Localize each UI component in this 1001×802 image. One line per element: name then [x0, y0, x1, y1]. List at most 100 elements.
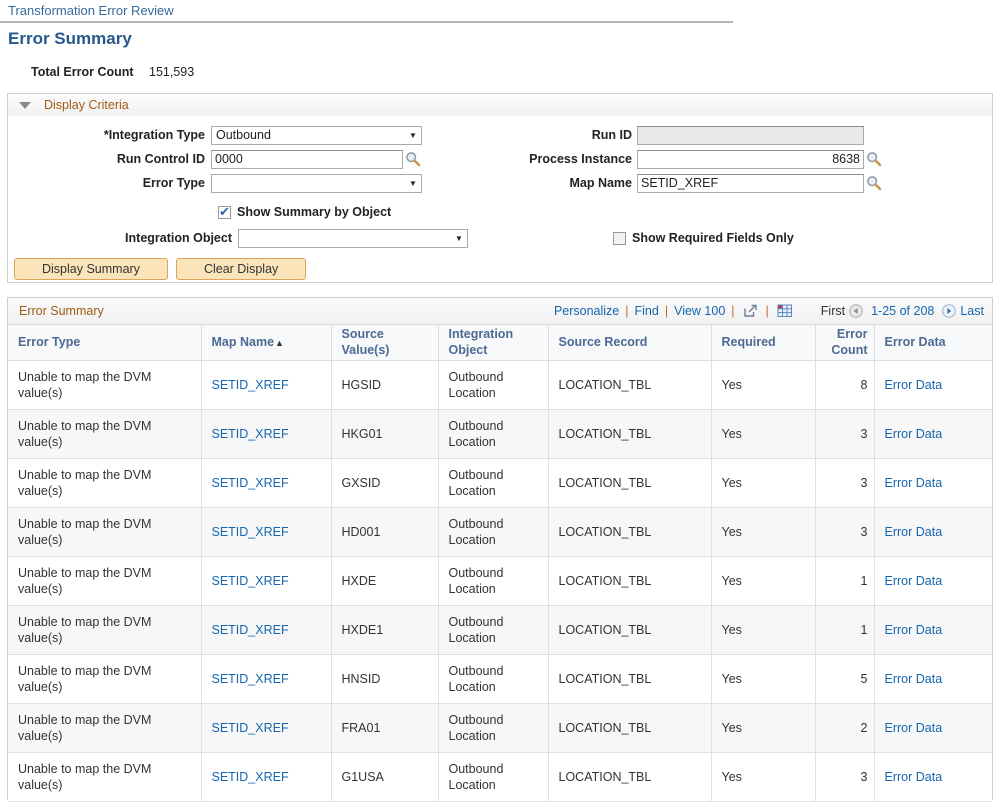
table-row: Unable to map the DVM value(s) SETID_XRE…	[8, 703, 992, 754]
cell-error-count: 1	[814, 605, 875, 656]
cell-source-record: LOCATION_TBL	[547, 360, 712, 411]
error-data-link[interactable]: Error Data	[884, 574, 943, 589]
cell-error-count: 3	[814, 458, 875, 509]
cell-source-value: HXDE	[330, 556, 439, 607]
map-name-link[interactable]: SETID_XREF	[211, 721, 289, 736]
show-required-checkbox[interactable]	[613, 231, 626, 245]
cell-integration-object: Outbound Location	[437, 409, 549, 460]
map-name-link[interactable]: SETID_XREF	[211, 378, 289, 393]
show-summary-checkbox[interactable]	[218, 204, 231, 220]
col-source-values: Source Value(s)	[330, 325, 439, 362]
map-name-link[interactable]: SETID_XREF	[211, 623, 289, 638]
error-data-link[interactable]: Error Data	[884, 476, 943, 491]
cell-integration-object: Outbound Location	[437, 703, 549, 754]
total-error-count: Total Error Count 151,593	[31, 65, 194, 79]
col-error-data: Error Data	[873, 325, 992, 362]
pager-next-icon[interactable]	[942, 304, 957, 318]
cell-error-type: Unable to map the DVM value(s)	[8, 654, 202, 705]
process-instance-field[interactable]	[637, 149, 864, 169]
integration-type-value: Outbound	[216, 128, 271, 142]
col-source-record: Source Record	[547, 325, 712, 362]
cell-required: Yes	[710, 360, 816, 411]
cell-error-type: Unable to map the DVM value(s)	[8, 507, 202, 558]
cell-required: Yes	[710, 556, 816, 607]
cell-source-value: GXSID	[330, 458, 439, 509]
page-title: Error Summary	[8, 29, 132, 48]
cell-error-type: Unable to map the DVM value(s)	[8, 360, 202, 411]
display-summary-button[interactable]: Display Summary	[14, 258, 168, 280]
pager-previous-icon	[849, 304, 863, 318]
error-data-link[interactable]: Error Data	[884, 525, 943, 540]
cell-source-value: HKG01	[330, 409, 439, 460]
map-name-link[interactable]: SETID_XREF	[211, 427, 289, 442]
process-instance-label: Process Instance	[529, 152, 632, 166]
integration-type-select[interactable]: Outbound ▼	[211, 125, 422, 145]
run-control-id-field[interactable]	[211, 149, 403, 169]
cell-required: Yes	[710, 507, 816, 558]
table-row: Unable to map the DVM value(s) SETID_XRE…	[8, 458, 992, 509]
error-data-link[interactable]: Error Data	[884, 721, 943, 736]
run-control-id-lookup-icon[interactable]	[405, 151, 421, 167]
cell-required: Yes	[710, 703, 816, 754]
col-error-type: Error Type	[8, 325, 202, 362]
table-row: Unable to map the DVM value(s) SETID_XRE…	[8, 360, 992, 411]
cell-source-value: FRA01	[330, 703, 439, 754]
map-name-link[interactable]: SETID_XREF	[211, 574, 289, 589]
cell-source-record: LOCATION_TBL	[547, 409, 712, 460]
cell-source-value: HNSID	[330, 654, 439, 705]
dropdown-arrow-icon: ▼	[409, 178, 417, 188]
cell-error-type: Unable to map the DVM value(s)	[8, 752, 202, 802]
cell-source-record: LOCATION_TBL	[547, 458, 712, 509]
table-row: Unable to map the DVM value(s) SETID_XRE…	[8, 654, 992, 705]
map-name-link[interactable]: SETID_XREF	[211, 525, 289, 540]
cell-error-type: Unable to map the DVM value(s)	[8, 556, 202, 607]
cell-integration-object: Outbound Location	[437, 654, 549, 705]
error-data-link[interactable]: Error Data	[884, 672, 943, 687]
personalize-link[interactable]: Personalize	[553, 304, 620, 318]
error-data-link[interactable]: Error Data	[884, 427, 943, 442]
map-name-link[interactable]: SETID_XREF	[211, 770, 289, 785]
process-instance-lookup-icon[interactable]	[866, 151, 882, 167]
error-data-link[interactable]: Error Data	[884, 770, 943, 785]
show-required-label: Show Required Fields Only	[632, 231, 794, 245]
collapse-triangle-icon[interactable]	[19, 101, 31, 109]
table-row: Unable to map the DVM value(s) SETID_XRE…	[8, 556, 992, 607]
cell-source-value: HD001	[330, 507, 439, 558]
map-name-lookup-icon[interactable]	[866, 175, 882, 191]
pager-range: 1-25 of 208	[871, 304, 935, 318]
download-grid-icon[interactable]	[777, 304, 793, 318]
pager-last-link[interactable]: Last	[960, 304, 984, 318]
display-criteria-header[interactable]: Display Criteria	[8, 94, 992, 116]
error-data-link[interactable]: Error Data	[884, 378, 943, 393]
view-100-link[interactable]: View 100	[674, 304, 726, 318]
clear-display-button[interactable]: Clear Display	[175, 258, 307, 280]
cell-required: Yes	[710, 654, 816, 705]
cell-required: Yes	[710, 458, 816, 509]
table-row: Unable to map the DVM value(s) SETID_XRE…	[8, 752, 992, 802]
error-data-link[interactable]: Error Data	[884, 623, 943, 638]
map-name-field[interactable]	[637, 173, 864, 193]
cell-integration-object: Outbound Location	[437, 360, 549, 411]
zoom-popout-icon[interactable]	[743, 304, 758, 318]
integration-object-select[interactable]: ▼	[238, 228, 468, 248]
map-name-link[interactable]: SETID_XREF	[211, 476, 289, 491]
map-name-link[interactable]: SETID_XREF	[211, 672, 289, 687]
error-type-select[interactable]: ▼	[211, 173, 422, 193]
table-row: Unable to map the DVM value(s) SETID_XRE…	[8, 409, 992, 460]
run-id-field	[637, 125, 864, 145]
table-header-row: Error Type Map Name▲ Source Value(s) Int…	[8, 325, 992, 362]
toolbar-separator: |	[664, 304, 669, 318]
cell-error-count: 3	[814, 409, 875, 460]
cell-source-record: LOCATION_TBL	[547, 654, 712, 705]
cell-error-count: 3	[814, 752, 875, 802]
toolbar-separator: |	[765, 304, 769, 318]
cell-error-type: Unable to map the DVM value(s)	[8, 605, 202, 656]
breadcrumb: Transformation Error Review	[8, 3, 174, 18]
find-link[interactable]: Find	[634, 304, 659, 318]
col-integration-object: Integration Object	[437, 325, 549, 362]
col-map-name[interactable]: Map Name▲	[200, 325, 332, 362]
error-summary-grid-title: Error Summary	[19, 304, 104, 318]
total-error-count-label: Total Error Count	[31, 65, 134, 79]
run-control-id-label: Run Control ID	[116, 152, 205, 166]
pager-first-label: First	[820, 304, 846, 318]
